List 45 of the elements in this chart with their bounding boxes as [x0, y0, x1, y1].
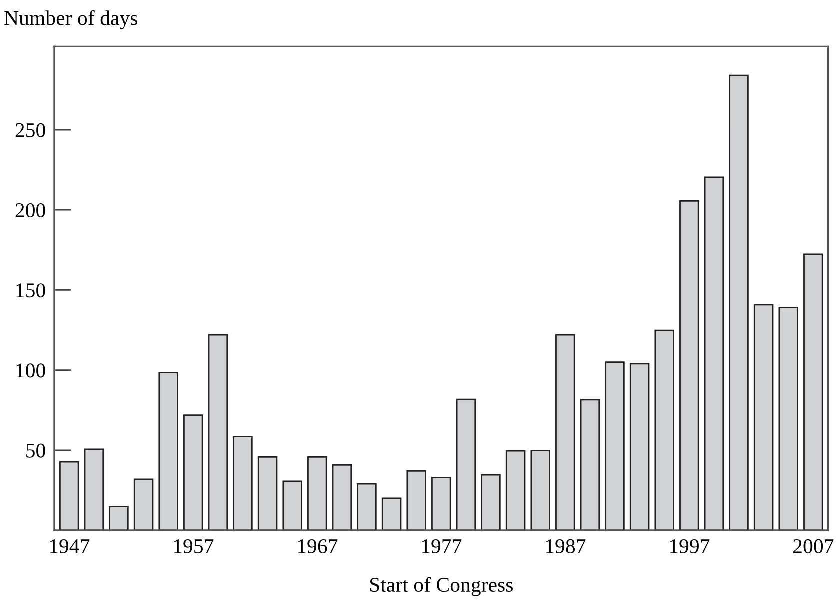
bar	[432, 477, 452, 530]
y-tick-label: 100	[16, 364, 46, 378]
x-tick-label: 1947	[50, 539, 90, 554]
bar	[630, 363, 650, 530]
bar	[654, 330, 674, 530]
bar	[134, 478, 154, 530]
bar	[804, 254, 824, 530]
x-tick-label: 2007	[794, 539, 834, 554]
y-tick-label: 250	[16, 123, 46, 138]
bar	[729, 74, 749, 530]
bar	[258, 456, 278, 530]
bar	[530, 450, 550, 530]
bar	[60, 461, 80, 530]
x-tick-label: 1967	[298, 539, 338, 554]
y-tick-label: 50	[26, 444, 46, 458]
x-tick-label: 1997	[670, 539, 710, 554]
x-tick-label: 1957	[174, 539, 214, 554]
bar	[605, 362, 625, 530]
y-tick-label: 200	[16, 203, 46, 218]
bar	[208, 334, 228, 530]
bar	[184, 414, 204, 530]
bar	[481, 474, 501, 530]
bar	[704, 176, 724, 530]
bar	[332, 464, 352, 530]
bar	[282, 480, 302, 530]
bar	[109, 506, 129, 530]
x-tick-label: 1977	[422, 539, 462, 554]
bar	[84, 448, 104, 530]
bar	[778, 307, 798, 530]
bar	[506, 450, 526, 530]
bar	[308, 456, 328, 530]
bar	[556, 334, 576, 530]
y-tick-label: 150	[16, 284, 46, 298]
bar	[406, 470, 426, 530]
bar	[357, 483, 377, 530]
bar	[680, 200, 700, 530]
y-axis-title: Number of days	[4, 10, 138, 30]
bar	[580, 399, 600, 530]
bar	[233, 436, 253, 530]
bar	[382, 498, 402, 530]
bar	[456, 398, 476, 530]
bar	[158, 372, 178, 530]
x-tick-label: 1987	[546, 539, 586, 554]
x-axis-title: Start of Congress	[370, 577, 513, 596]
bar	[754, 304, 774, 530]
